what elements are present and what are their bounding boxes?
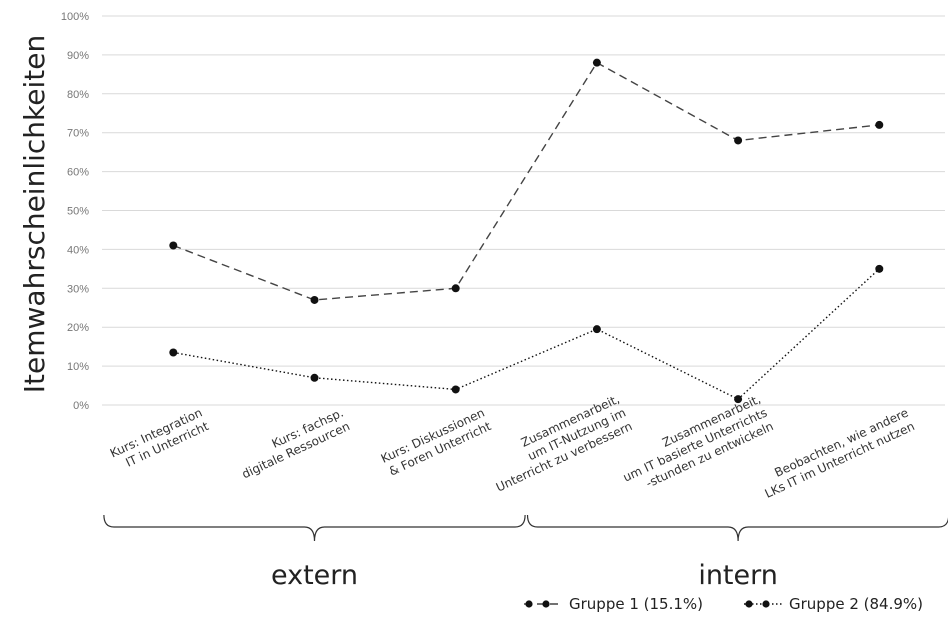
data-point [310,295,319,304]
data-point [592,58,601,67]
data-point [734,136,743,145]
data-point [734,395,743,404]
data-point [875,264,884,273]
legend: Gruppe 1 (15.1%) Gruppe 2 (84.9%) [524,595,923,613]
y-tick-label: 50% [67,206,89,218]
y-tick-label: 90% [67,50,89,62]
series-line-1 [173,61,880,301]
data-point [451,284,460,293]
legend-marker [762,600,770,608]
x-tick-label: Kurs: IntegrationIT in Unterricht [108,405,211,474]
y-tick-label: 100% [61,11,89,23]
group-brace [526,514,948,542]
legend-label-2: Gruppe 2 (84.9%) [789,595,923,613]
y-tick-label: 30% [67,283,89,295]
legend-marker [542,600,550,608]
x-tick-label: Zusammenarbeit,um IT-Nutzung imUnterrich… [481,392,634,495]
group-brace [103,514,526,542]
x-axis-ticks: Kurs: IntegrationIT in Unterricht Kurs: f… [108,392,917,501]
gridlines [102,15,945,406]
y-tick-label: 40% [67,244,89,256]
category-groups: extern intern [103,514,948,591]
group-label: intern [698,560,778,591]
y-tick-label: 10% [67,361,89,373]
y-axis-label: Itemwahrscheinlichkeiten [18,35,51,393]
y-tick-label: 20% [67,322,89,334]
x-tick-label: Beobachten, wie andereLKs IT im Unterric… [756,405,916,500]
data-point [875,120,884,129]
y-tick-label: 0% [73,400,89,412]
group-label: extern [271,560,358,591]
x-tick-label: Kurs: fachsp.digitale Ressourcen [233,405,352,481]
y-axis-ticks: 0% 10% 20% 30% 40% 50% 60% 70% 80% 90% 100% [61,11,89,412]
legend-marker [525,600,533,608]
x-tick-label: Zusammenarbeit,um IT basierte Unterricht… [615,392,776,498]
data-point [310,373,319,382]
data-point [169,348,178,357]
data-point [169,241,178,250]
legend-marker [745,600,753,608]
y-tick-label: 60% [67,167,89,179]
legend-label-1: Gruppe 1 (15.1%) [569,595,703,613]
y-tick-label: 70% [67,128,89,140]
series-lines [169,58,884,404]
x-tick-label: Kurs: Diskussionen& Foren Unterricht [379,405,494,479]
data-point [451,385,460,394]
data-point [592,325,601,334]
series-line-2 [173,268,880,401]
y-tick-label: 80% [67,89,89,101]
